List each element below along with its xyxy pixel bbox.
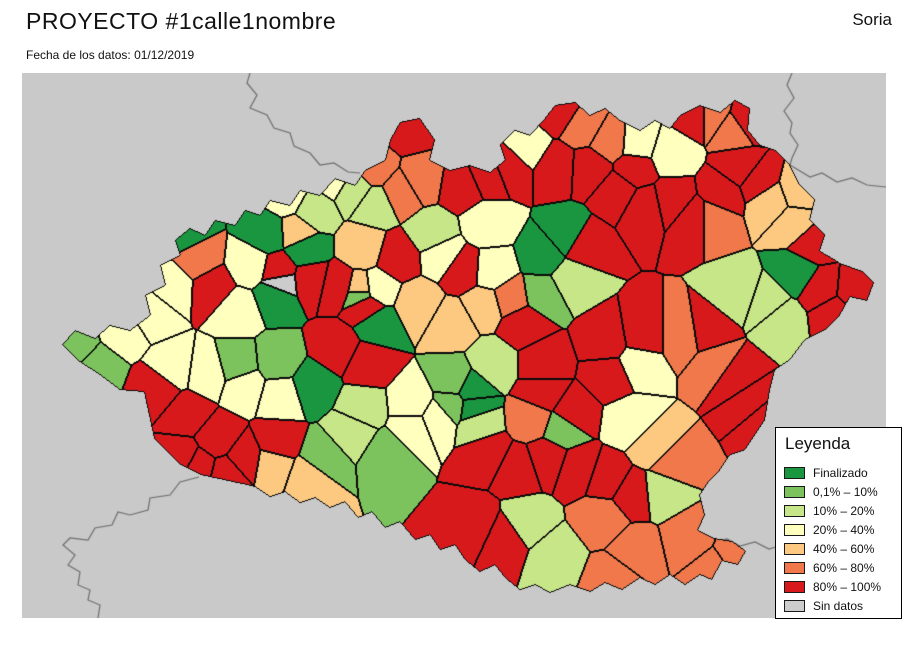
region-label: Soria [852, 10, 892, 29]
legend-swatch [784, 466, 805, 479]
legend-label: 0,1% – 10% [813, 484, 878, 499]
legend-label: Finalizado [813, 465, 868, 480]
legend-item: 80% – 100% [784, 577, 893, 596]
legend-swatch [784, 599, 805, 612]
legend-swatch [784, 504, 805, 517]
legend-item: Sin datos [784, 596, 893, 615]
legend-title: Leyenda [785, 434, 851, 453]
legend-label: 40% – 60% [813, 541, 875, 556]
page-subtitle: Fecha de los datos: 01/12/2019 [26, 48, 195, 62]
legend-swatch [784, 542, 805, 555]
legend-label: 80% – 100% [813, 579, 882, 594]
legend-item: 40% – 60% [784, 539, 893, 558]
legend-swatch [784, 485, 805, 498]
legend-label: Sin datos [813, 598, 864, 613]
legend-label: 20% – 40% [813, 522, 875, 537]
legend-label: 10% – 20% [813, 503, 875, 518]
legend-swatch [784, 523, 805, 536]
legend-label: 60% – 80% [813, 560, 875, 575]
legend-item: Finalizado [784, 463, 893, 482]
legend-item: 10% – 20% [784, 501, 893, 520]
legend-item: 60% – 80% [784, 558, 893, 577]
legend-swatch [784, 580, 805, 593]
page-title: PROYECTO #1calle1nombre [26, 8, 337, 34]
legend: Leyenda Finalizado 0,1% – 10% 10% – 20% … [775, 427, 902, 619]
map-canvas[interactable] [22, 73, 886, 618]
legend-item: 0,1% – 10% [784, 482, 893, 501]
choropleth-map: Leyenda Finalizado 0,1% – 10% 10% – 20% … [22, 73, 902, 619]
legend-swatch [784, 561, 805, 574]
legend-item: 20% – 40% [784, 520, 893, 539]
